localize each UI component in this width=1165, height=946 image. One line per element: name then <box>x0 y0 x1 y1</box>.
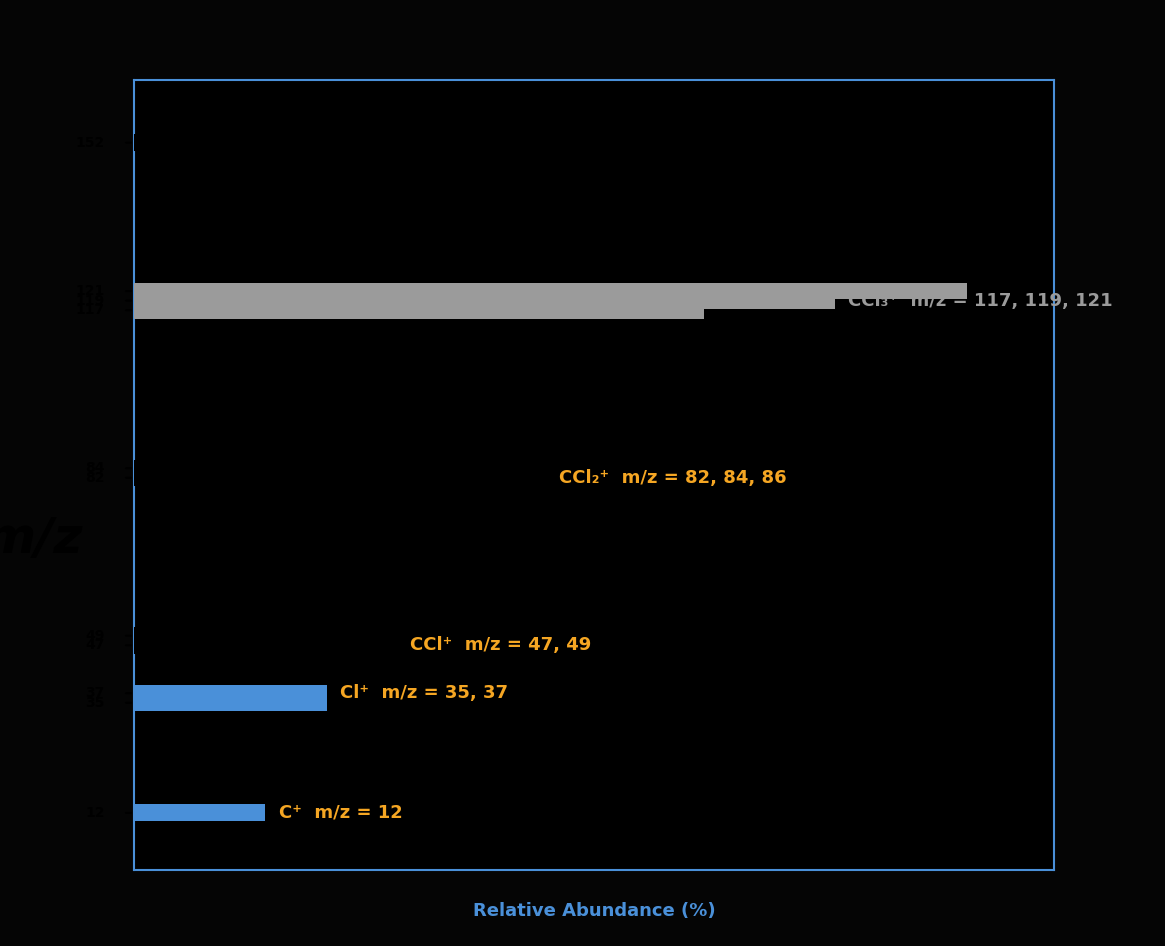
Bar <box>134 283 967 300</box>
Bar <box>134 460 572 477</box>
Bar <box>134 637 397 654</box>
Text: C⁺  m/z = 12: C⁺ m/z = 12 <box>278 804 402 822</box>
Bar <box>134 804 266 821</box>
Text: 12: 12 <box>85 806 105 820</box>
Text: CCl₂⁺  m/z = 82, 84, 86: CCl₂⁺ m/z = 82, 84, 86 <box>559 469 786 487</box>
Text: 84: 84 <box>85 462 105 475</box>
Bar <box>134 292 835 309</box>
Text: CCl₃⁺  m/z = 117, 119, 121: CCl₃⁺ m/z = 117, 119, 121 <box>848 291 1113 309</box>
Bar <box>134 627 415 644</box>
Text: 82: 82 <box>85 471 105 484</box>
Text: 37: 37 <box>85 686 105 700</box>
Text: Relative Abundance (%): Relative Abundance (%) <box>473 902 715 920</box>
Text: Cl⁺  m/z = 35, 37: Cl⁺ m/z = 35, 37 <box>340 684 508 702</box>
Bar <box>134 685 327 702</box>
Bar <box>134 134 1010 151</box>
Text: 49: 49 <box>85 629 105 642</box>
Text: 119: 119 <box>76 293 105 307</box>
Text: 152: 152 <box>76 135 105 149</box>
Text: m/z: m/z <box>0 515 83 563</box>
Text: CCl⁺  m/z = 47, 49: CCl⁺ m/z = 47, 49 <box>410 637 592 655</box>
Bar <box>134 302 704 319</box>
Text: 117: 117 <box>76 304 105 317</box>
Text: 35: 35 <box>85 695 105 710</box>
Bar <box>134 694 327 711</box>
Text: 121: 121 <box>76 284 105 298</box>
Bar <box>134 469 546 486</box>
Text: 47: 47 <box>85 639 105 653</box>
